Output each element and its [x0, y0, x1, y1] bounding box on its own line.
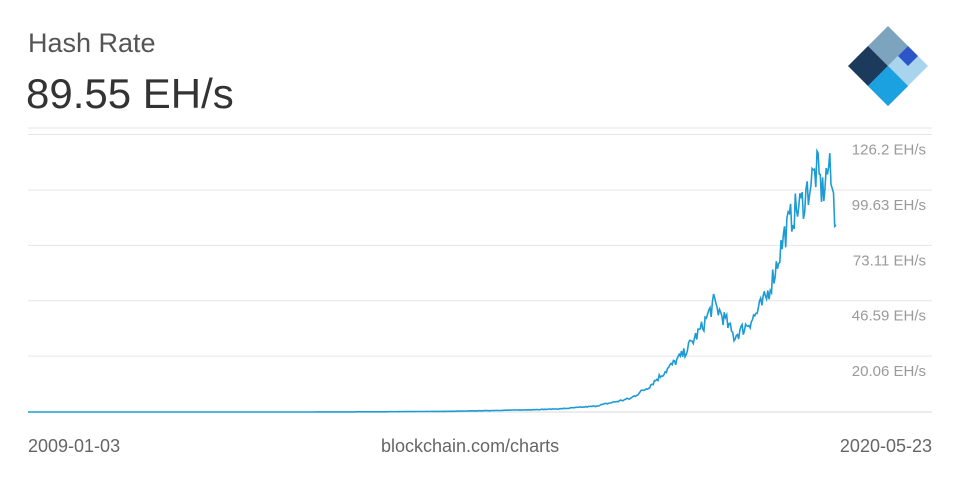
series-line-hash-rate [28, 147, 837, 413]
y-tick-label: 73.11 EH/s [853, 252, 926, 269]
y-axis-ticks: 20.06 EH/s 46.59 EH/s 73.11 EH/s 99.63 EH/s… [852, 141, 926, 380]
y-tick-label: 46.59 EH/s [852, 308, 926, 325]
end-date-label: 2020-05-23 [839, 436, 932, 456]
y-tick-label: 99.63 EH/s [852, 197, 926, 214]
blockchain-logo-icon[interactable] [844, 22, 932, 110]
y-tick-label: 126.2 EH/s [852, 141, 926, 158]
y-tick-label: 20.06 EH/s [852, 363, 926, 380]
source-link[interactable]: blockchain.com/charts [381, 436, 560, 456]
start-date-label: 2009-01-03 [28, 436, 121, 456]
chart-title: Hash Rate [28, 28, 156, 58]
chart-grid [28, 127, 932, 413]
current-value: 89.55 EH/s [26, 70, 234, 117]
